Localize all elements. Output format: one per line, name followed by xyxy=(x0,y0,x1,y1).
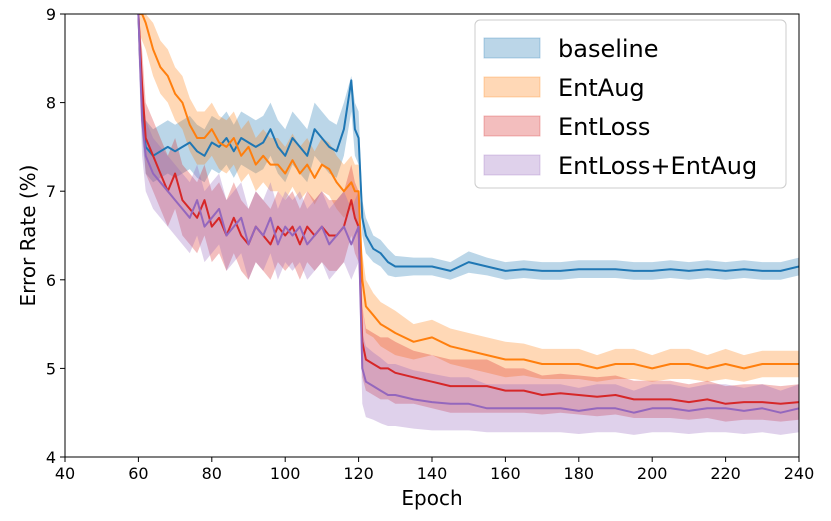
x-tick-label: 140 xyxy=(417,464,448,483)
line-entloss xyxy=(137,14,799,405)
x-tick-label: 80 xyxy=(202,464,222,483)
mean-lines xyxy=(137,14,799,414)
y-tick-label: 9 xyxy=(46,5,56,24)
x-axis-label: Epoch xyxy=(401,486,462,510)
y-tick-label: 7 xyxy=(46,182,56,201)
legend-label-baseline: baseline xyxy=(558,35,659,63)
y-axis-ticks: 4 5 6 7 8 9 xyxy=(46,5,65,467)
x-tick-label: 180 xyxy=(564,464,595,483)
x-tick-label: 200 xyxy=(637,464,668,483)
legend-swatch-entloss xyxy=(483,115,541,137)
band-baseline xyxy=(138,14,799,280)
band-entloss-entaug xyxy=(138,14,799,435)
x-tick-label: 60 xyxy=(128,464,148,483)
legend-label-entloss-entaug: EntLoss+EntAug xyxy=(558,152,757,180)
legend-swatch-entaug xyxy=(483,76,541,98)
x-tick-label: 220 xyxy=(710,464,741,483)
y-axis-label: Error Rate (%) xyxy=(16,165,40,307)
line-entloss-entaug xyxy=(137,14,799,414)
y-tick-label: 8 xyxy=(46,94,56,113)
y-tick-label: 5 xyxy=(46,359,56,378)
x-tick-label: 100 xyxy=(270,464,301,483)
legend-label-entloss: EntLoss xyxy=(558,113,650,141)
line-entaug xyxy=(138,14,799,370)
legend-box xyxy=(474,19,787,189)
x-axis-ticks: 40 60 80 100 120 140 160 180 200 220 240 xyxy=(55,457,814,483)
legend-swatch-baseline xyxy=(483,37,541,59)
line-baseline xyxy=(137,14,799,272)
x-tick-label: 40 xyxy=(55,464,75,483)
legend: baseline EntAug EntLoss EntLoss+EntAug xyxy=(474,19,787,189)
legend-swatch-entloss-entaug xyxy=(483,154,541,176)
legend-label-entaug: EntAug xyxy=(558,74,645,102)
x-tick-label: 160 xyxy=(490,464,521,483)
y-tick-label: 4 xyxy=(46,448,56,467)
x-tick-label: 240 xyxy=(784,464,815,483)
y-tick-label: 6 xyxy=(46,271,56,290)
x-tick-label: 120 xyxy=(343,464,374,483)
